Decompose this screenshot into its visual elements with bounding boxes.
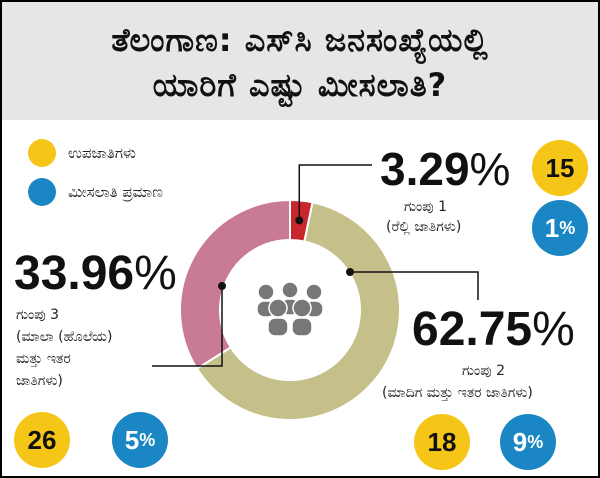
slice-group2	[195, 201, 401, 421]
people-group-icon	[256, 281, 324, 337]
legend-item-reservation: ಮೀಸಲಾತಿ ಪ್ರಮಾಣ	[28, 178, 163, 206]
group1-value: 3.29	[380, 143, 470, 195]
leader-dot-group1	[295, 216, 304, 225]
group3-desc-line3: ಜಾತಿಗಳು)	[16, 373, 63, 389]
group3-percent: 33.96%	[14, 250, 177, 298]
group2-percent-sign: %	[532, 303, 575, 356]
group2-subcastes-count: 18	[427, 426, 457, 457]
title-line-2: ಯಾರಿಗೆ ಎಷ್ಟು ಮೀಸಲಾತಿ?	[152, 66, 448, 104]
leader-line-group1	[298, 164, 372, 221]
title-line-1: ತೆಲಂಗಾಣ: ಎಸ್‌ಸಿ ಜನಸಂಖ್ಯೆಯಲ್ಲಿ	[111, 21, 489, 59]
group3-name: ಗುಂಪು 3	[16, 307, 59, 323]
legend-label-reservation: ಮೀಸಲಾತಿ ಪ್ರಮಾಣ	[68, 183, 163, 201]
group1-percent-sign: %	[469, 143, 511, 195]
group3-value: 33.96	[14, 247, 135, 300]
group1-name: ಗುಂಪು 1	[404, 199, 447, 215]
group3-desc-line1: (ಮಾಲಾ (ಹೊಲೆಯ)	[16, 329, 113, 345]
group2-subcastes-badge: 18	[414, 414, 470, 470]
group1-subcastes-badge: 15	[532, 140, 588, 196]
group1-reservation-sign: %	[559, 217, 576, 238]
leader-line-group3	[152, 286, 223, 367]
group2-reservation-sign: %	[527, 431, 544, 452]
group1-desc: (ರೆಲ್ಲಿ ಜಾತಿಗಳು)	[386, 219, 462, 235]
leader-line-group2	[350, 271, 479, 300]
group3-subcastes-count: 26	[27, 424, 57, 455]
group3-subcastes-badge: 26	[14, 412, 70, 468]
group2-reservation-badge: 9%	[500, 414, 556, 470]
legend-label-subcastes: ಉಪಜಾತಿಗಳು	[68, 144, 136, 162]
group1-reservation-badge: 1%	[532, 200, 588, 256]
group1-reservation-value: 1	[544, 212, 560, 243]
group3-reservation-value: 5	[124, 424, 140, 455]
group2-name: ಗುಂಪು 2	[462, 363, 505, 379]
leader-dot-group3	[218, 282, 226, 290]
legend-item-subcastes: ಉಪಜಾತಿಗಳು	[28, 139, 136, 167]
legend-swatch-yellow	[28, 139, 56, 167]
group2-percent: 62.75%	[412, 306, 575, 354]
group3-percent-sign: %	[134, 247, 177, 300]
legend-swatch-blue	[28, 178, 56, 206]
group3-reservation-sign: %	[139, 429, 156, 450]
group2-desc: (ಮಾದಿಗ ಮತ್ತು ಇತರ ಜಾತಿಗಳು)	[382, 385, 533, 401]
group1-subcastes-count: 15	[545, 152, 575, 183]
group2-reservation-value: 9	[512, 426, 528, 457]
title-banner: ತೆಲಂಗಾಣ: ಎಸ್‌ಸಿ ಜನಸಂಖ್ಯೆಯಲ್ಲಿ ಯಾರಿಗೆ ಎಷ್…	[2, 2, 598, 120]
slice-group3	[179, 198, 291, 371]
leader-dot-group2	[346, 268, 354, 276]
group1-percent: 3.29%	[380, 146, 510, 192]
group3-reservation-badge: 5%	[112, 412, 168, 468]
group3-desc-line2: ಮತ್ತು ಇತರ	[16, 351, 71, 367]
group2-value: 62.75	[412, 303, 533, 356]
